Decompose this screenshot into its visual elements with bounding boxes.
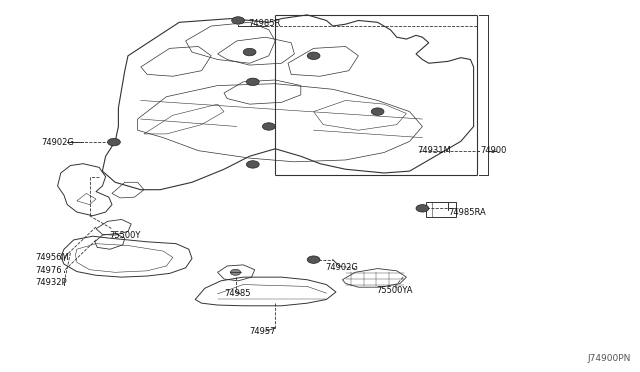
Text: 74902G: 74902G: [325, 263, 358, 272]
Text: 74957: 74957: [250, 327, 276, 336]
Text: 74985R: 74985R: [248, 19, 281, 28]
Text: 74956M: 74956M: [35, 253, 69, 262]
Text: 74900: 74900: [480, 146, 506, 155]
Circle shape: [243, 48, 256, 56]
Text: 74985RA: 74985RA: [448, 208, 486, 217]
Circle shape: [262, 123, 275, 130]
Circle shape: [230, 269, 241, 275]
Circle shape: [246, 161, 259, 168]
Circle shape: [371, 108, 384, 115]
Text: 74932P: 74932P: [35, 278, 67, 287]
Text: 75500Y: 75500Y: [109, 231, 140, 240]
Text: 74976: 74976: [35, 266, 62, 275]
Text: 74931M: 74931M: [417, 146, 451, 155]
Text: J74900PN: J74900PN: [587, 354, 630, 363]
Circle shape: [416, 205, 429, 212]
Circle shape: [108, 138, 120, 146]
Text: 75500YA: 75500YA: [376, 286, 413, 295]
Circle shape: [246, 78, 259, 86]
Circle shape: [307, 256, 320, 263]
Circle shape: [232, 17, 244, 24]
Text: 74902G: 74902G: [42, 138, 74, 147]
Bar: [426, 202, 456, 217]
Circle shape: [307, 52, 320, 60]
Text: 74985: 74985: [224, 289, 250, 298]
